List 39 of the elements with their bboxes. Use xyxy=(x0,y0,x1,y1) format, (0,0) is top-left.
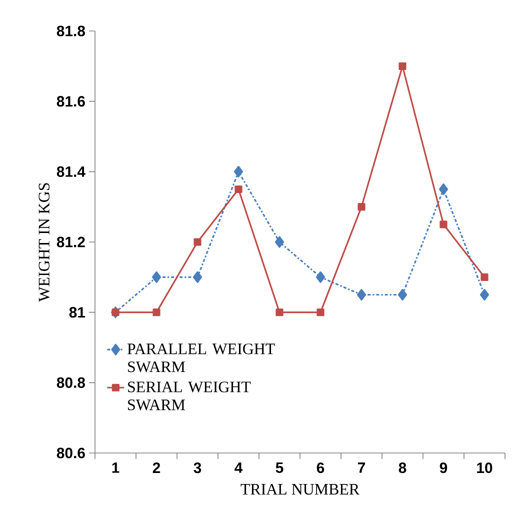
x-tick-label: 8 xyxy=(398,462,406,474)
legend-label: PARALLEL WEIGHT SWARM xyxy=(127,344,275,372)
point xyxy=(274,236,284,248)
point xyxy=(356,288,366,301)
point xyxy=(192,271,202,283)
point xyxy=(194,238,202,246)
y-axis-title: WEIGHT IN KGS xyxy=(38,183,50,302)
point xyxy=(480,273,488,281)
point xyxy=(480,288,490,301)
point xyxy=(316,271,326,283)
x-tick-label: 2 xyxy=(152,462,160,473)
x-tick-label: 7 xyxy=(358,462,365,473)
point xyxy=(398,288,408,301)
y-tick-label: 81.6 xyxy=(56,96,85,107)
y-tick-label: 81.4 xyxy=(56,166,86,177)
x-tick-label: 10 xyxy=(477,462,492,474)
x-tick-label: 4 xyxy=(234,462,243,473)
point xyxy=(438,183,448,196)
x-tick-label: 6 xyxy=(316,462,324,474)
x-tick-label: 1 xyxy=(112,462,120,473)
y-tick-label: 81 xyxy=(69,307,86,318)
point xyxy=(234,166,244,178)
point xyxy=(316,308,324,316)
x-axis-title: TRIAL NUMBER xyxy=(240,484,360,495)
y-tick-label: 80.8 xyxy=(56,377,86,388)
point xyxy=(152,271,162,283)
y-tick-label: 81.2 xyxy=(56,236,85,248)
point xyxy=(358,203,366,211)
point xyxy=(234,185,242,194)
y-tick-label: 81.8 xyxy=(56,26,86,36)
x-tick-label: 5 xyxy=(276,462,284,473)
x-tick-label: 9 xyxy=(440,462,448,474)
point xyxy=(152,308,160,316)
point xyxy=(398,62,406,70)
point xyxy=(440,220,448,228)
y-tick-label: 80.6 xyxy=(56,448,85,458)
x-tick-label: 3 xyxy=(194,462,202,474)
legend-label: SERIAL WEIGHT SWARM xyxy=(128,382,251,410)
point xyxy=(276,308,284,316)
